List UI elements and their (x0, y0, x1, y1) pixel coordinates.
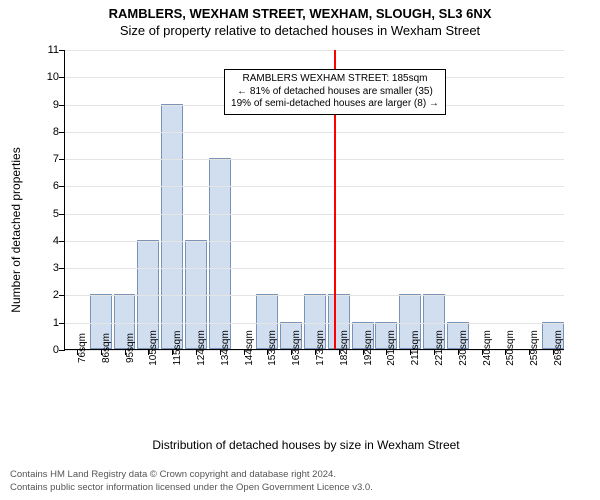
y-tick-label: 0 (41, 344, 59, 356)
x-axis-label: Distribution of detached houses by size … (152, 438, 459, 452)
y-tick (59, 323, 65, 324)
y-tick-label: 10 (41, 71, 59, 83)
y-tick (59, 105, 65, 106)
gridline (65, 214, 564, 215)
x-tick-label: 250sqm (505, 330, 516, 366)
x-tick-label: 86sqm (101, 333, 112, 363)
gridline (65, 295, 564, 296)
gridline (65, 268, 564, 269)
y-tick (59, 268, 65, 269)
y-tick (59, 159, 65, 160)
gridline (65, 323, 564, 324)
y-tick-label: 9 (41, 99, 59, 111)
gridline (65, 241, 564, 242)
page-subtitle: Size of property relative to detached ho… (0, 23, 600, 38)
y-tick (59, 50, 65, 51)
x-tick-label: 269sqm (553, 330, 564, 366)
annotation-line: ← 81% of detached houses are smaller (35… (231, 86, 439, 99)
x-tick-label: 201sqm (386, 330, 397, 366)
y-tick-label: 4 (41, 235, 59, 247)
x-tick-label: 124sqm (196, 330, 207, 366)
annotation-box: RAMBLERS WEXHAM STREET: 185sqm← 81% of d… (224, 69, 446, 115)
y-tick-label: 2 (41, 289, 59, 301)
y-tick-label: 5 (41, 208, 59, 220)
gridline (65, 186, 564, 187)
x-tick-label: 230sqm (458, 330, 469, 366)
plot-area: 0123456789101176sqm86sqm95sqm105sqm115sq… (64, 50, 564, 350)
x-tick-label: 221sqm (434, 330, 445, 366)
gridline (65, 132, 564, 133)
x-tick-label: 259sqm (529, 330, 540, 366)
y-tick-label: 6 (41, 180, 59, 192)
y-tick (59, 350, 65, 351)
x-tick-label: 163sqm (291, 330, 302, 366)
y-tick-label: 8 (41, 126, 59, 138)
x-tick-label: 173sqm (315, 330, 326, 366)
x-tick-label: 105sqm (148, 330, 159, 366)
y-axis-label: Number of detached properties (9, 147, 23, 312)
y-tick (59, 77, 65, 78)
annotation-line: 19% of semi-detached houses are larger (… (231, 98, 439, 111)
y-tick-label: 11 (41, 44, 59, 56)
x-tick-label: 240sqm (482, 330, 493, 366)
y-tick-label: 3 (41, 262, 59, 274)
y-tick (59, 241, 65, 242)
x-tick-label: 153sqm (267, 330, 278, 366)
x-tick-label: 144sqm (244, 330, 255, 366)
x-tick-label: 211sqm (410, 331, 421, 366)
annotation-line: RAMBLERS WEXHAM STREET: 185sqm (231, 73, 439, 86)
histogram-bar (161, 104, 183, 349)
x-tick-label: 192sqm (363, 330, 374, 366)
x-tick-label: 76sqm (77, 333, 88, 363)
y-tick (59, 214, 65, 215)
gridline (65, 159, 564, 160)
y-tick-label: 7 (41, 153, 59, 165)
x-tick-label: 134sqm (220, 330, 231, 366)
x-tick-label: 95sqm (125, 333, 136, 363)
y-tick (59, 186, 65, 187)
x-tick-label: 182sqm (339, 330, 350, 366)
y-tick (59, 132, 65, 133)
page-title: RAMBLERS, WEXHAM STREET, WEXHAM, SLOUGH,… (0, 6, 600, 21)
y-tick-label: 1 (41, 317, 59, 329)
x-tick-label: 115sqm (172, 331, 183, 366)
histogram-chart: Number of detached properties 0123456789… (36, 50, 576, 410)
gridline (65, 50, 564, 51)
y-tick (59, 295, 65, 296)
footer-line: Contains HM Land Registry data © Crown c… (10, 469, 373, 481)
attribution-footer: Contains HM Land Registry data © Crown c… (10, 469, 373, 494)
footer-line: Contains public sector information licen… (10, 482, 373, 494)
